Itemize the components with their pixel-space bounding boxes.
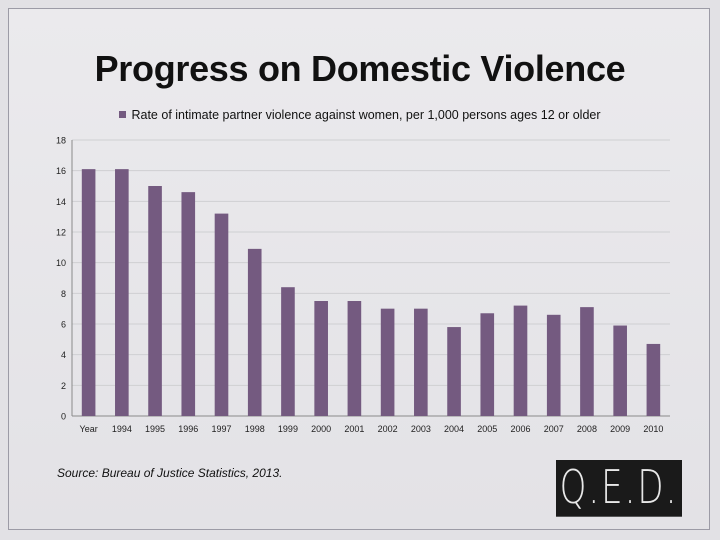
y-tick-label: 16 xyxy=(56,166,66,176)
bar xyxy=(115,169,129,416)
x-tick-layer: Year 1994 1995 1996 1997 1998 1999 2000 2001 2002… xyxy=(80,424,664,434)
bar xyxy=(347,301,362,416)
x-tick-label: 2001 xyxy=(344,424,364,434)
x-tick-label: 2009 xyxy=(610,424,630,434)
x-tick-label: 2005 xyxy=(477,424,497,434)
y-tick-label: 18 xyxy=(56,136,66,146)
x-tick-label: Year xyxy=(80,424,98,434)
bar-layer xyxy=(81,169,661,416)
grid-layer xyxy=(71,139,670,417)
source-note: Source: Bureau of Justice Statistics, 20… xyxy=(57,466,283,480)
x-tick-label: 1997 xyxy=(211,424,231,434)
x-tick-label: 1994 xyxy=(112,424,132,434)
y-tick-label: 12 xyxy=(56,228,66,238)
y-tick-layer: 0 2 4 6 8 10 12 14 16 18 xyxy=(56,136,66,422)
bar xyxy=(380,308,395,416)
chart-title: Progress on Domestic Violence xyxy=(94,48,626,89)
bar xyxy=(81,169,96,416)
bar xyxy=(281,287,295,416)
x-tick-label: 2000 xyxy=(311,424,331,434)
bar xyxy=(414,308,428,416)
bar xyxy=(613,325,627,416)
y-tick-label: 6 xyxy=(61,320,66,330)
bar xyxy=(546,314,561,416)
y-tick-label: 2 xyxy=(61,381,66,391)
bar xyxy=(447,327,461,416)
y-tick-label: 0 xyxy=(61,412,66,422)
y-tick-label: 14 xyxy=(56,197,66,207)
x-tick-label: 2006 xyxy=(510,424,530,434)
x-tick-label: 2003 xyxy=(411,424,431,434)
bar xyxy=(314,301,328,416)
legend-swatch xyxy=(119,111,127,118)
x-tick-label: 2004 xyxy=(444,424,464,434)
x-tick-label: 2007 xyxy=(544,424,564,434)
x-tick-label: 1995 xyxy=(145,424,165,434)
bar xyxy=(214,213,229,416)
y-tick-label: 10 xyxy=(56,258,66,268)
bar xyxy=(580,307,594,416)
bar xyxy=(148,186,162,416)
x-tick-label: 2002 xyxy=(378,424,398,434)
bar xyxy=(247,248,262,416)
x-tick-label: 1996 xyxy=(178,424,198,434)
bar xyxy=(181,192,196,416)
x-tick-label: 2010 xyxy=(643,424,663,434)
bar xyxy=(480,313,495,416)
x-tick-label: 2008 xyxy=(577,424,597,434)
y-tick-label: 8 xyxy=(61,289,66,299)
y-tick-label: 4 xyxy=(61,350,66,360)
x-tick-label: 1998 xyxy=(245,424,265,434)
x-tick-label: 1999 xyxy=(278,424,298,434)
legend-label: Rate of intimate partner violence agains… xyxy=(131,108,601,122)
bar xyxy=(513,305,528,416)
bar xyxy=(646,343,661,416)
chart-legend: Rate of intimate partner violence agains… xyxy=(0,108,720,122)
qed-logo: Q.E.D. xyxy=(556,460,682,517)
